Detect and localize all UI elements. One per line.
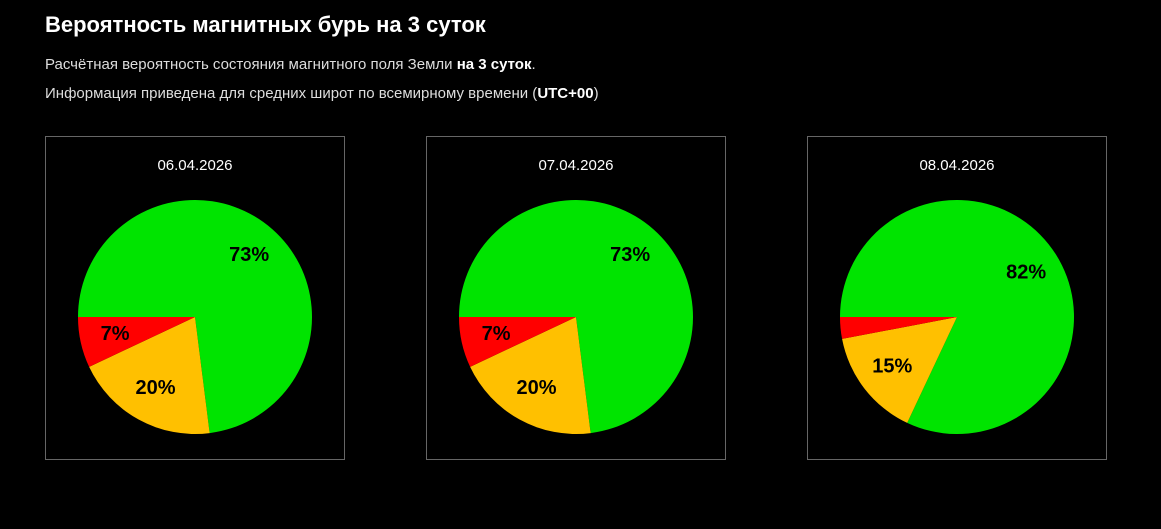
pie-label-green: 73%	[610, 244, 650, 266]
forecast-card-day-3: 08.04.2026 82% 15%	[807, 136, 1107, 460]
pie-slice-yellow	[470, 317, 591, 434]
subtitle-end: .	[531, 56, 536, 73]
forecast-card-day-2: 07.04.2026 73% 20% 7%	[426, 136, 726, 460]
pie-slice-red	[78, 317, 195, 367]
pie-label-red: 7%	[101, 323, 130, 345]
subtitle-forecast: Расчётная вероятность состояния магнитно…	[45, 56, 536, 73]
pie-slice-yellow	[89, 317, 210, 434]
pie-slice-red	[459, 317, 576, 367]
pie-label-yellow: 15%	[872, 355, 912, 377]
pie-slice-green	[840, 200, 1074, 435]
pie-chart: 73% 20% 7%	[78, 200, 312, 434]
pie-slice-green	[78, 200, 312, 434]
page-title: Вероятность магнитных бурь на 3 суток	[45, 12, 486, 37]
subtitle-timezone: Информация приведена для средних широт п…	[45, 85, 599, 102]
subtitle-text: Информация приведена для средних широт п…	[45, 85, 538, 102]
card-date: 08.04.2026	[919, 157, 995, 174]
subtitle-bold: UTC+00	[537, 85, 594, 102]
pie-chart: 82% 15%	[840, 200, 1074, 435]
pie-chart: 73% 20% 7%	[459, 200, 693, 434]
pie-label-green: 82%	[1006, 261, 1046, 283]
subtitle-bold: на 3 суток	[456, 56, 532, 73]
pie-slice-red	[840, 317, 957, 339]
card-date: 07.04.2026	[538, 157, 614, 174]
pie-slice-yellow	[842, 317, 957, 423]
subtitle-end: )	[593, 85, 599, 102]
pie-label-red: 7%	[482, 323, 511, 345]
pie-slice-green	[459, 200, 693, 434]
subtitle-text: Расчётная вероятность состояния магнитно…	[45, 56, 457, 73]
card-date: 06.04.2026	[157, 157, 233, 174]
pie-label-green: 73%	[229, 244, 269, 266]
pie-label-yellow: 20%	[517, 377, 557, 399]
forecast-card-day-1: 06.04.2026 73% 20% 7%	[45, 136, 345, 460]
pie-label-yellow: 20%	[136, 377, 176, 399]
